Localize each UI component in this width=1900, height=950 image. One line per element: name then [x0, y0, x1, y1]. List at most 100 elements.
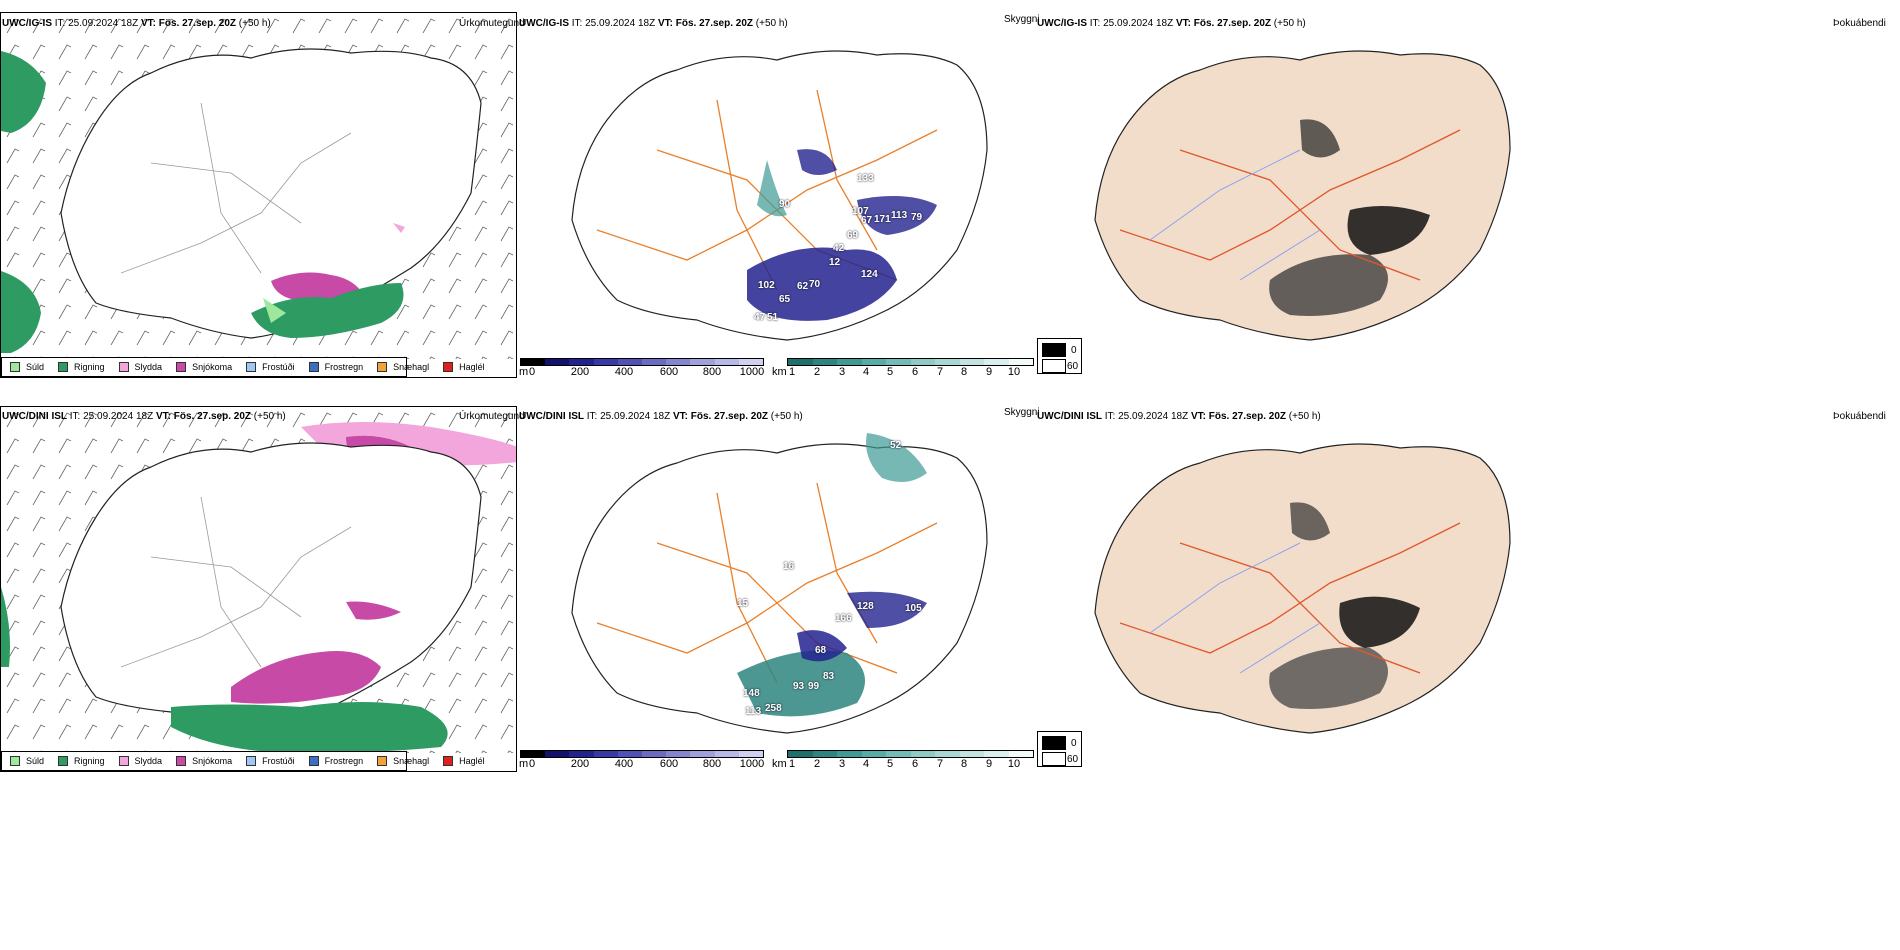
precip-map-top: [1, 13, 516, 359]
panel-header: UWC/DINI ISL IT: 25.09.2024 18Z VT: Fös.…: [1037, 411, 1321, 422]
cloud-value: 42: [833, 243, 845, 254]
panel-header: UWC/DINI ISL IT: 25.09.2024 18Z VT: Fös.…: [519, 411, 803, 422]
legend-item: Rigning: [58, 362, 105, 372]
legend-item: Súld: [10, 756, 44, 766]
visibility-scale-bar: [787, 358, 1034, 366]
visibility-tick: 3: [838, 366, 846, 378]
legend-label: Frostregn: [324, 362, 364, 372]
lead-time: (+50 h): [1273, 18, 1306, 29]
cloud-value: 107: [852, 206, 869, 217]
height-scale-bar: [520, 358, 764, 366]
visibility-scale-unit: km: [772, 758, 787, 770]
height-tick: 400: [614, 758, 634, 770]
visibility-tick: 8: [960, 758, 968, 770]
legend-item: Snæhagl: [377, 362, 429, 372]
legend-swatch: [377, 362, 388, 372]
visibility-tick: 10: [1007, 758, 1021, 770]
cloud-value: 70: [809, 279, 821, 290]
legend-label: Súld: [26, 362, 45, 372]
precip-type-panel-top: Súld Rigning Slydda Snjókoma Frostúði Fr…: [0, 12, 517, 378]
cloud-value: 171: [874, 214, 891, 225]
legend-swatch: [118, 362, 129, 372]
legend-label: Slydda: [134, 362, 163, 372]
legend-label: Frostúði: [262, 362, 295, 372]
cloud-value: 102: [758, 280, 775, 291]
legend-item: Haglél: [443, 756, 485, 766]
lead-time: (+50 h): [253, 411, 286, 422]
cloud-value: 47: [754, 312, 766, 323]
model-name: UWC/IG-IS: [519, 18, 569, 29]
visibility-tick: 2: [813, 758, 821, 770]
iceland-outline: [60, 48, 482, 339]
visibility-tick: 2: [813, 366, 821, 378]
fog-legend-label: 0: [1071, 738, 1077, 749]
cloud-value: 62: [797, 281, 809, 292]
legend-label: Frostúði: [262, 756, 295, 766]
cloud-map-top: [571, 50, 988, 341]
cloud-value: 83: [823, 671, 835, 682]
height-tick: 600: [659, 758, 679, 770]
legend-swatch: [308, 756, 319, 766]
visibility-tick: 7: [936, 366, 944, 378]
fog-map-bottom: [1094, 443, 1511, 734]
fog-legend-swatch: [1042, 359, 1066, 373]
height-tick: 800: [702, 366, 722, 378]
cloud-value: 65: [779, 294, 791, 305]
cloud-value: 148: [743, 688, 760, 699]
height-tick: 600: [659, 366, 679, 378]
height-scale-bar: [520, 750, 764, 758]
legend-swatch: [443, 362, 454, 372]
legend-swatch: [377, 756, 388, 766]
fog-panel-top: [1040, 30, 1540, 360]
precip-map-bottom: [1, 407, 516, 753]
visibility-scale-bar: [787, 750, 1034, 758]
cloud-value: 105: [905, 603, 922, 614]
legend-item: Frostregn: [308, 362, 364, 372]
init-time: IT: 25.09.2024 18Z: [1104, 411, 1189, 422]
precip-legend-bottom: Súld Rigning Slydda Snjókoma Frostúði Fr…: [1, 751, 485, 771]
valid-time: VT: Fös. 27.sep. 20Z: [140, 18, 237, 29]
precip-type-panel-bottom: Súld Rigning Slydda Snjókoma Frostúði Fr…: [0, 406, 517, 772]
fog-legend-swatch: [1042, 752, 1066, 766]
cloud-value: 166: [835, 613, 852, 624]
height-tick: 0: [528, 366, 536, 378]
panel-header: UWC/IG-IS IT: 25.09.2024 18Z VT: Fös. 27…: [2, 18, 271, 29]
legend-swatch: [10, 756, 20, 766]
cloud-panel-title: Skyggni: [1004, 407, 1040, 418]
lead-time: (+50 h): [770, 411, 803, 422]
cloud-value: 16: [783, 561, 795, 572]
legend-swatch: [10, 362, 20, 372]
lead-time: (+50 h): [238, 18, 271, 29]
valid-time: VT: Fös. 27.sep. 20Z: [1175, 18, 1272, 29]
fog-legend-label: 0: [1071, 345, 1077, 356]
height-tick: 200: [570, 758, 590, 770]
fog-legend-swatch: [1042, 343, 1066, 357]
legend-item: Frostúði: [246, 756, 295, 766]
legend-label: Rigning: [74, 756, 105, 766]
visibility-scale-unit: km: [772, 366, 787, 378]
height-tick: 400: [614, 366, 634, 378]
cloud-value: 67: [861, 215, 873, 226]
legend-item: Frostúði: [246, 362, 295, 372]
cloud-panel-title: Skyggni: [1004, 14, 1040, 25]
precip-panel-title: Úrkomutegund: [459, 18, 525, 29]
visibility-tick: 4: [862, 758, 870, 770]
precip-panel-title: Úrkomutegund: [459, 411, 525, 422]
cloud-value: 93: [793, 681, 805, 692]
precip-legend-top: Súld Rigning Slydda Snjókoma Frostúði Fr…: [1, 357, 485, 377]
fog-panel-bottom: [1040, 423, 1540, 753]
lead-time: (+50 h): [755, 18, 788, 29]
cloud-value: 133: [857, 173, 874, 184]
visibility-tick: 10: [1007, 366, 1021, 378]
cloud-panel-bottom: 52 15 16 166 128 105 68 93 99 83 148 258…: [517, 423, 1037, 753]
visibility-tick: 8: [960, 366, 968, 378]
cloud-value: 128: [857, 601, 874, 612]
cloud-value: 124: [861, 269, 878, 280]
visibility-tick: 6: [911, 366, 919, 378]
legend-swatch: [443, 756, 454, 766]
valid-time: VT: Fös. 27.sep. 20Z: [672, 411, 769, 422]
valid-time: VT: Fös. 27.sep. 20Z: [657, 18, 754, 29]
legend-label: Súld: [26, 756, 45, 766]
cloud-value: 15: [737, 598, 749, 609]
legend-label: Snjókoma: [192, 756, 233, 766]
